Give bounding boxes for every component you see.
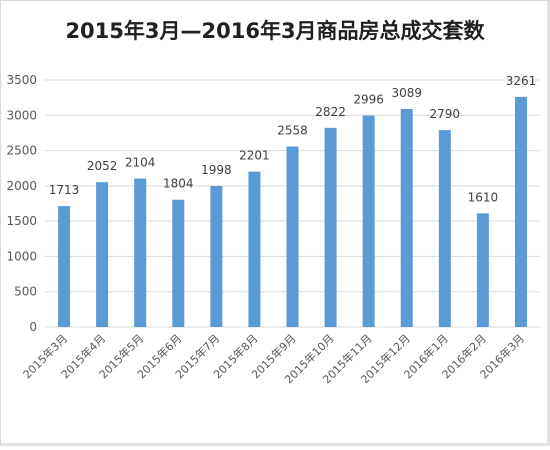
bar	[134, 178, 147, 327]
y-tick-label: 2500	[6, 144, 37, 158]
data-label: 1804	[163, 177, 194, 191]
data-label: 3261	[506, 74, 537, 88]
data-label: 1713	[49, 183, 80, 197]
data-label: 2822	[315, 105, 346, 119]
bar	[286, 146, 299, 327]
bar	[476, 213, 489, 327]
y-tick-label: 0	[29, 320, 37, 334]
y-tick-label: 3500	[6, 73, 37, 87]
y-tick-label: 1000	[6, 249, 37, 263]
data-label: 2790	[430, 107, 461, 121]
y-tick-label: 1500	[6, 214, 37, 228]
bar	[400, 109, 413, 328]
y-tick-label: 2000	[6, 179, 37, 193]
data-label: 2052	[87, 159, 118, 173]
bar	[438, 130, 451, 327]
data-label: 2104	[125, 156, 156, 170]
bar	[210, 185, 223, 327]
y-tick-label: 500	[14, 285, 37, 299]
data-label: 1998	[201, 163, 232, 177]
bar	[248, 171, 261, 327]
data-label: 2558	[277, 123, 308, 137]
bar	[324, 127, 337, 327]
bar	[172, 199, 185, 327]
bar	[362, 115, 375, 328]
chart-title: 2015年3月—2016年3月商品房总成交套数	[65, 19, 485, 43]
bar	[58, 206, 71, 327]
data-label: 3089	[391, 86, 422, 100]
data-label: 2201	[239, 149, 270, 163]
bar	[96, 182, 109, 327]
y-tick-label: 3000	[6, 108, 37, 122]
data-label: 1610	[468, 190, 499, 204]
bar	[514, 96, 527, 327]
data-label: 2996	[353, 93, 384, 107]
